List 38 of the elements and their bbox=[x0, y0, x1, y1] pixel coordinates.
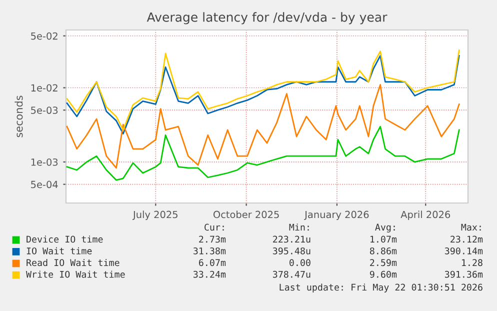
text: 378.47u bbox=[272, 270, 310, 278]
x-tick-label: October 2025 bbox=[213, 210, 279, 218]
text: 2.59m bbox=[370, 259, 397, 266]
text: 2.73m bbox=[199, 236, 226, 243]
text: 31.38m bbox=[194, 247, 226, 254]
y-tick-label: 1e-03 bbox=[31, 158, 58, 166]
text: Last update: Fri May 22 01:30:51 2026 bbox=[280, 284, 482, 292]
legend-label: Device IO time bbox=[26, 236, 103, 243]
text: 6.07m bbox=[199, 259, 226, 266]
y-tick-label: 1e-02 bbox=[31, 84, 58, 92]
text: Min: bbox=[289, 224, 309, 231]
x-tick-label: July 2025 bbox=[132, 210, 178, 220]
text: 395.48u bbox=[272, 247, 310, 254]
line-series bbox=[66, 84, 460, 169]
legend-label: IO Wait time bbox=[26, 247, 92, 254]
legend-label: Write IO Wait time bbox=[26, 270, 125, 278]
text: 23.12m bbox=[450, 236, 483, 243]
text: Avg: bbox=[375, 224, 395, 232]
chart-title: Average latency for /dev/vda - by year bbox=[146, 12, 388, 24]
legend-label: Read IO Wait time bbox=[26, 258, 120, 266]
x-tick-label: January 2026 bbox=[304, 210, 369, 220]
text: Max: bbox=[461, 224, 481, 231]
text: 0.00 bbox=[290, 259, 310, 266]
text: 8.86m bbox=[370, 247, 397, 254]
text: 391.36m bbox=[444, 270, 483, 278]
text: 390.14m bbox=[444, 247, 483, 254]
y-axis-title: seconds bbox=[14, 96, 23, 138]
text: 9.60m bbox=[370, 270, 397, 278]
y-tick-label: 5e-04 bbox=[31, 180, 58, 188]
text: 1.07m bbox=[370, 236, 397, 243]
y-tick-label: 5e-03 bbox=[31, 106, 58, 114]
text: Cur: bbox=[204, 224, 224, 231]
text: 1.28 bbox=[462, 259, 482, 266]
line-series bbox=[66, 126, 460, 181]
text: 223.21u bbox=[273, 236, 310, 243]
text: 33.24m bbox=[194, 270, 226, 278]
x-tick-label: April 2026 bbox=[400, 210, 450, 220]
y-tick-label: 5e-02 bbox=[31, 32, 58, 40]
